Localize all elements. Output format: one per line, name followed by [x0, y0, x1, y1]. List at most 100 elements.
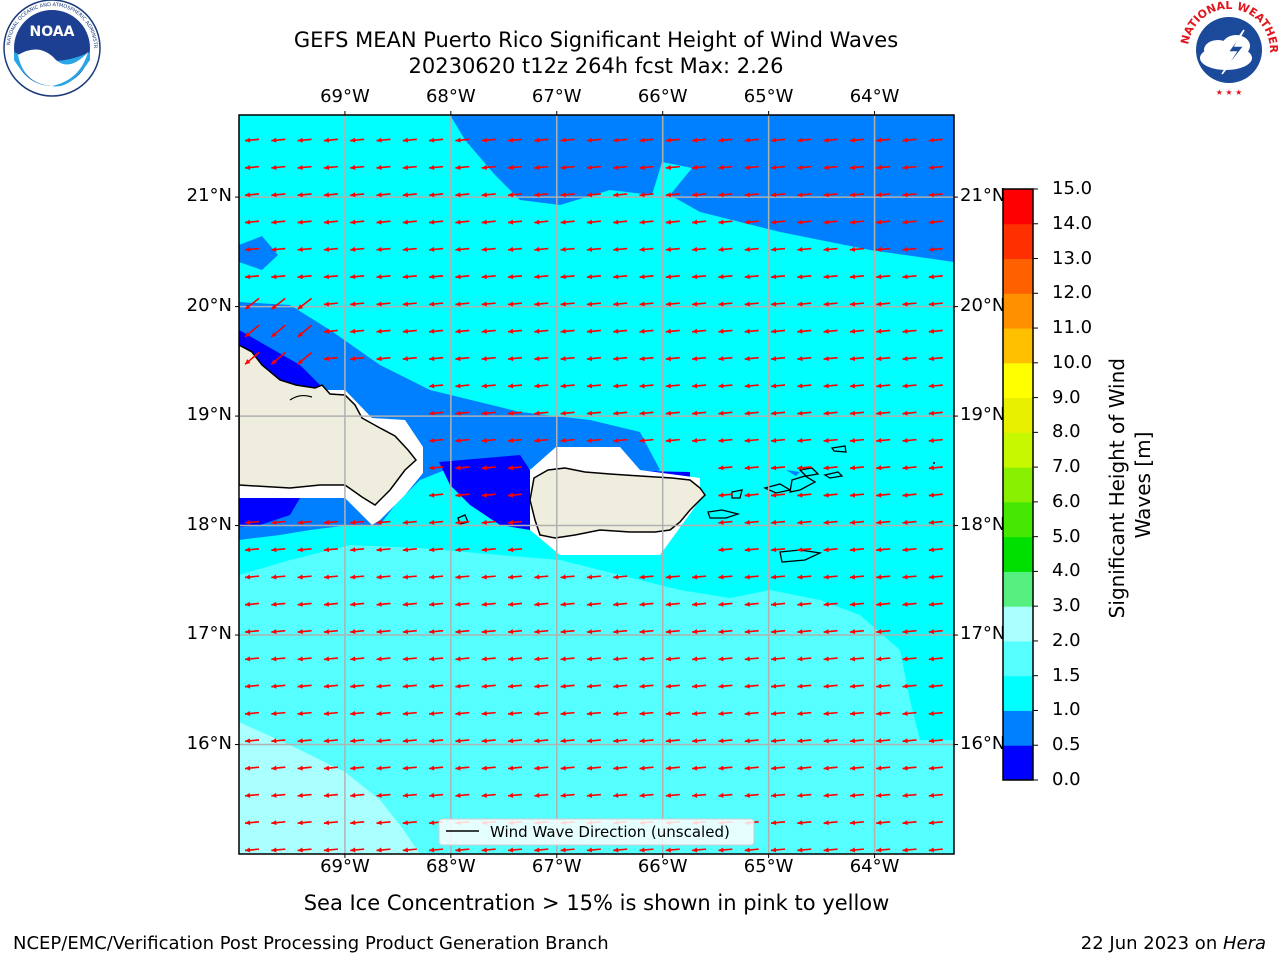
wind-wave-arrow	[613, 683, 628, 689]
wind-wave-arrow	[402, 738, 417, 744]
wind-wave-arrow	[823, 192, 838, 198]
wind-wave-arrow	[902, 410, 917, 416]
wind-wave-arrow	[692, 629, 707, 635]
wind-wave-arrow	[876, 165, 891, 170]
wind-wave-arrow	[639, 792, 654, 798]
wind-wave-arrow	[849, 246, 864, 252]
wind-wave-arrow	[376, 547, 391, 553]
wind-wave-arrow	[402, 792, 417, 798]
wind-wave-arrow	[928, 356, 943, 362]
wind-wave-arrow	[402, 547, 417, 553]
wind-wave-arrow	[639, 328, 654, 334]
wind-wave-arrow	[928, 219, 943, 225]
wind-wave-arrow	[639, 601, 654, 607]
wind-wave-arrow	[718, 492, 733, 498]
wind-wave-arrow	[797, 301, 812, 307]
wind-wave-arrow	[744, 192, 759, 198]
wind-wave-arrow	[797, 656, 812, 662]
wind-wave-arrow	[481, 356, 496, 362]
lon-label-top: 67°W	[531, 86, 582, 107]
wind-wave-arrow	[323, 219, 338, 225]
wind-wave-arrow	[770, 192, 786, 198]
wind-wave-arrow	[823, 465, 838, 471]
wind-wave-arrow	[323, 847, 338, 853]
wind-wave-arrow	[665, 765, 680, 771]
wind-wave-arrow	[823, 219, 838, 225]
wind-wave-arrow	[297, 601, 312, 607]
wind-wave-arrow	[481, 601, 496, 607]
wind-wave-arrow	[507, 438, 523, 443]
wind-wave-arrow	[928, 137, 943, 143]
wind-wave-arrow	[323, 601, 338, 607]
wind-wave-arrow	[402, 328, 417, 334]
wind-wave-arrow	[639, 574, 654, 580]
wind-wave-arrow	[770, 301, 786, 307]
wind-wave-arrow	[849, 465, 864, 471]
wind-wave-arrow	[455, 219, 470, 225]
wind-wave-arrow	[797, 629, 812, 635]
wind-wave-arrow	[271, 765, 286, 771]
wind-wave-arrow	[350, 683, 365, 689]
wind-wave-arrow	[928, 274, 943, 280]
wind-wave-arrow	[718, 574, 733, 580]
wind-wave-arrow	[244, 219, 260, 225]
wind-wave-arrow	[902, 274, 917, 280]
wind-wave-arrow	[849, 192, 864, 198]
wind-wave-arrow	[271, 792, 286, 798]
wind-wave-arrow	[876, 765, 891, 771]
wind-wave-arrow	[876, 656, 891, 662]
wind-wave-arrow	[455, 738, 470, 744]
wind-wave-arrow	[297, 574, 312, 580]
wind-wave-arrow	[271, 274, 286, 280]
wind-wave-arrow	[455, 847, 470, 853]
wind-wave-arrow	[928, 711, 943, 716]
wind-wave-arrow	[849, 656, 864, 662]
wind-wave-arrow	[481, 438, 496, 443]
wind-wave-arrow	[770, 438, 786, 443]
wind-wave-arrow	[797, 465, 812, 471]
wind-wave-arrow	[744, 765, 759, 771]
wind-wave-arrow	[849, 383, 864, 389]
wind-wave-arrow	[718, 547, 733, 553]
wind-wave-arrow	[271, 601, 286, 607]
wind-wave-arrow	[429, 219, 444, 225]
wind-wave-arrow	[718, 711, 733, 716]
wind-wave-arrow	[244, 601, 260, 607]
wind-wave-arrow	[297, 792, 312, 798]
wind-wave-arrow	[586, 629, 601, 635]
wind-wave-arrow	[455, 656, 470, 662]
wind-wave-arrow	[350, 792, 365, 798]
lat-label-left: 17°N	[186, 623, 232, 645]
wind-wave-arrow	[876, 519, 891, 525]
wind-wave-arrow	[823, 792, 838, 798]
wind-wave-arrow	[560, 683, 575, 689]
wind-wave-arrow	[376, 301, 391, 307]
wind-wave-arrow	[692, 792, 707, 798]
wind-wave-arrow	[297, 324, 313, 338]
wind-wave-arrow	[876, 410, 891, 416]
wind-wave-arrow	[350, 274, 365, 280]
wind-wave-arrow	[244, 792, 260, 798]
wind-wave-arrow	[455, 492, 470, 498]
wind-wave-arrow	[902, 738, 917, 744]
wind-wave-arrow	[876, 438, 891, 443]
wind-wave-arrow	[823, 711, 838, 716]
wind-wave-arrow	[744, 601, 759, 607]
wind-wave-arrow	[613, 383, 628, 389]
wind-wave-arrow	[455, 438, 470, 443]
wind-wave-arrow	[244, 547, 260, 553]
wind-wave-arrow	[665, 165, 680, 170]
wind-wave-arrow	[770, 738, 786, 744]
wind-wave-arrow	[507, 219, 523, 225]
lon-label-top: 69°W	[320, 86, 370, 107]
wind-wave-arrow	[770, 328, 786, 334]
wind-wave-arrow	[323, 301, 338, 307]
wind-wave-arrow	[692, 328, 707, 334]
wind-wave-arrow	[665, 438, 680, 443]
wind-wave-arrow	[586, 246, 601, 252]
colorbar-segment	[1003, 536, 1033, 572]
wind-wave-arrow	[402, 137, 417, 143]
wind-wave-arrow	[323, 820, 338, 826]
wind-wave-arrow	[507, 356, 523, 362]
wind-wave-arrow	[534, 438, 549, 443]
